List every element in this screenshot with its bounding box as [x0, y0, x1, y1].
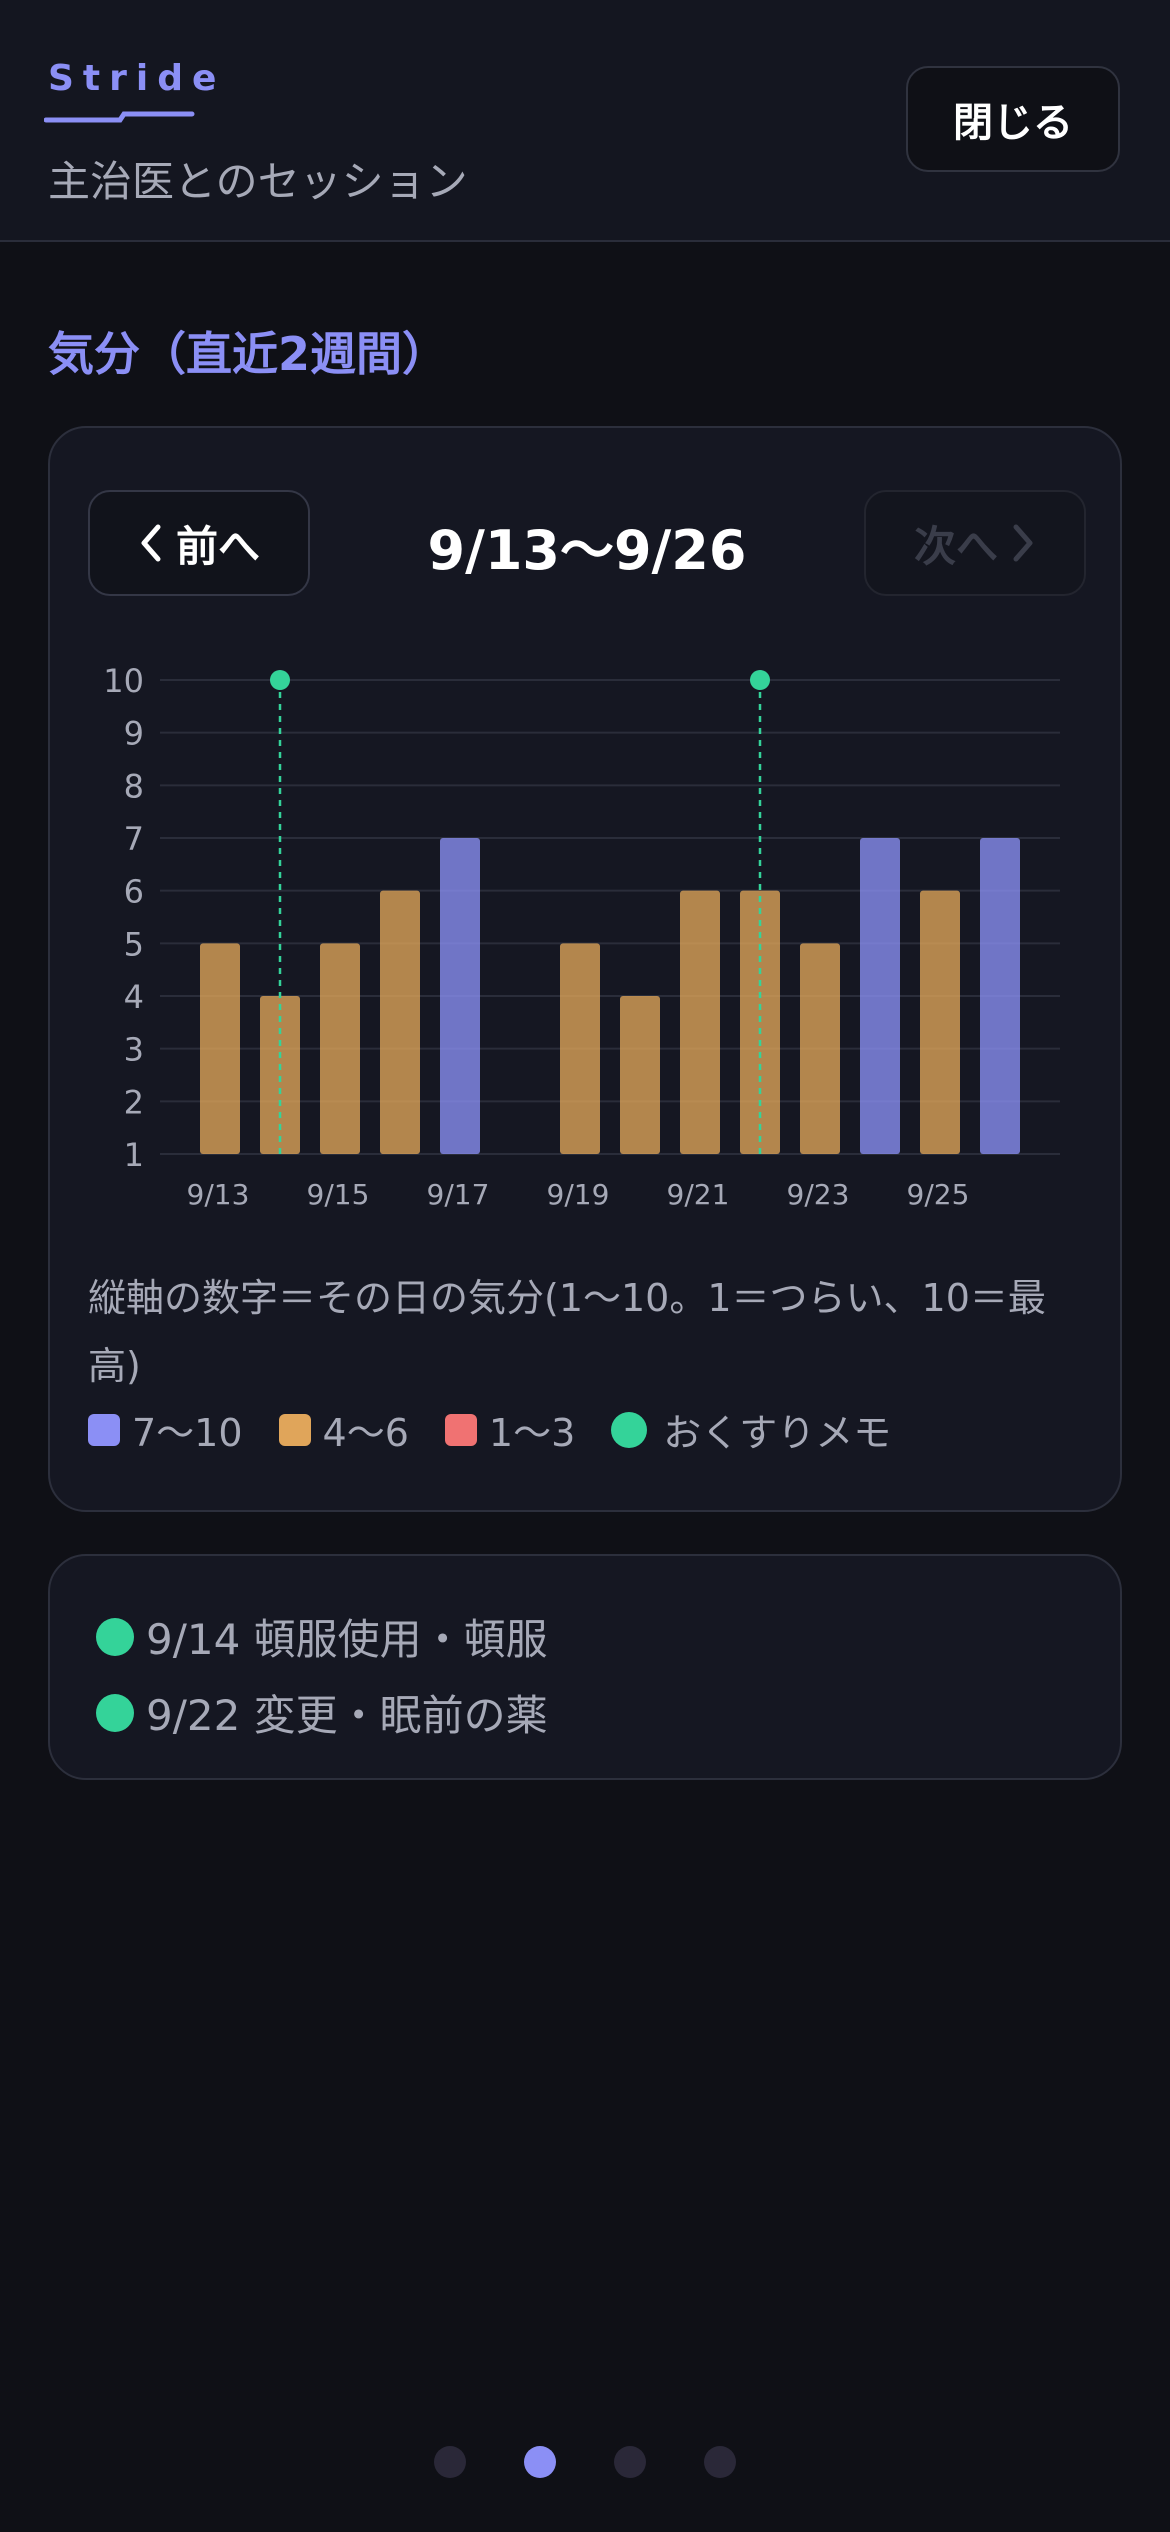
close-button[interactable]: 閉じる	[906, 66, 1120, 172]
y-tick-label: 10	[103, 662, 144, 700]
x-tick-label: 9/13	[187, 1178, 250, 1208]
memo-text: 9/22 変更・眠前の薬	[146, 1691, 548, 1740]
bar-9/16	[380, 890, 420, 1154]
bar-9/15	[320, 943, 360, 1154]
legend-label-memo: おくすりメモ	[663, 1411, 892, 1455]
bar-9/14	[260, 996, 300, 1154]
x-tick-label: 9/17	[427, 1178, 490, 1208]
bar-9/17	[440, 838, 480, 1154]
legend-item-low: 1〜3	[444, 1402, 576, 1457]
legend-swatch-mid	[278, 1413, 311, 1446]
x-tick-label: 9/21	[667, 1178, 730, 1208]
bar-9/19	[560, 943, 600, 1154]
chevron-left-icon	[141, 524, 161, 562]
x-tick-label: 9/25	[907, 1178, 970, 1208]
memo-item: 9/22 変更・眠前の薬	[96, 1682, 548, 1743]
medication-memo-card: 9/14 頓服使用・頓服 9/22 変更・眠前の薬	[48, 1554, 1122, 1780]
brand-logo: Stride	[48, 58, 226, 99]
bar-9/24	[860, 838, 900, 1154]
legend-item-mid: 4〜6	[278, 1402, 409, 1457]
y-tick-label: 6	[124, 873, 144, 911]
page-dot-1[interactable]	[434, 2446, 466, 2478]
bar-9/21	[680, 890, 720, 1154]
bar-9/22	[740, 890, 780, 1154]
memo-marker-dot	[270, 670, 290, 690]
legend-swatch-high	[88, 1413, 120, 1446]
legend-label-mid: 4〜6	[322, 1411, 409, 1455]
brand-underline	[44, 111, 195, 123]
page-dot-4[interactable]	[704, 2446, 736, 2478]
memo-item: 9/14 頓服使用・頓服	[96, 1606, 548, 1667]
next-label: 次へ	[913, 521, 998, 571]
chart-legend: 7〜10 4〜6 1〜3 おくすりメモ	[88, 1402, 927, 1457]
legend-item-high: 7〜10	[88, 1402, 243, 1457]
memo-text: 9/14 頓服使用・頓服	[146, 1615, 548, 1664]
page-subtitle: 主治医とのセッション	[48, 157, 468, 206]
legend-item-memo: おくすりメモ	[611, 1402, 891, 1457]
mood-chart-card: 前へ 9/13〜9/26 次へ 1 2 3 4 5 6 7 8 9 10 9/13 9/15 9/17 9…	[48, 426, 1122, 1512]
bar-9/20	[620, 996, 660, 1154]
prev-label: 前へ	[175, 521, 260, 571]
chart-note: 縦軸の数字＝その日の気分(1〜10。1＝つらい、10＝最高)	[88, 1276, 1046, 1388]
memo-marker-dot	[750, 670, 770, 690]
y-tick-label: 9	[124, 715, 144, 753]
prev-period-button[interactable]: 前へ	[88, 490, 310, 596]
chevron-right-icon	[1013, 524, 1033, 562]
x-tick-label: 9/15	[307, 1178, 370, 1208]
legend-swatch-low	[444, 1413, 477, 1446]
bar-9/13	[200, 943, 240, 1154]
legend-label-low: 1〜3	[488, 1411, 576, 1455]
y-tick-label: 8	[124, 767, 144, 805]
x-tick-label: 9/19	[547, 1178, 610, 1208]
mood-chart: 1 2 3 4 5 6 7 8 9 10 9/13 9/15 9/17 9/19 9/21 9/23 9/25	[103, 662, 1060, 1208]
y-tick-label: 4	[124, 978, 144, 1016]
y-tick-label: 1	[124, 1136, 144, 1174]
x-tick-label: 9/23	[787, 1178, 850, 1208]
app-header: Stride 主治医とのセッション 閉じる	[0, 0, 1170, 242]
section-title: 気分（直近2週間）	[48, 327, 449, 381]
period-range: 9/13〜9/26	[427, 519, 747, 582]
page-dot-2[interactable]	[524, 2446, 556, 2478]
legend-label-high: 7〜10	[132, 1411, 243, 1455]
memo-dot-icon	[96, 1617, 134, 1656]
memo-dot-icon	[96, 1693, 134, 1732]
legend-dot-memo	[611, 1411, 648, 1448]
y-tick-label: 2	[124, 1083, 144, 1121]
page-dot-3[interactable]	[614, 2446, 646, 2478]
bar-9/26	[980, 838, 1020, 1154]
page-indicator	[434, 2446, 736, 2478]
bar-9/23	[800, 943, 840, 1154]
y-tick-label: 7	[124, 820, 144, 858]
y-tick-label: 3	[124, 1031, 144, 1069]
next-period-button[interactable]: 次へ	[864, 490, 1086, 596]
y-tick-label: 5	[124, 925, 144, 963]
bar-9/25	[920, 890, 960, 1154]
